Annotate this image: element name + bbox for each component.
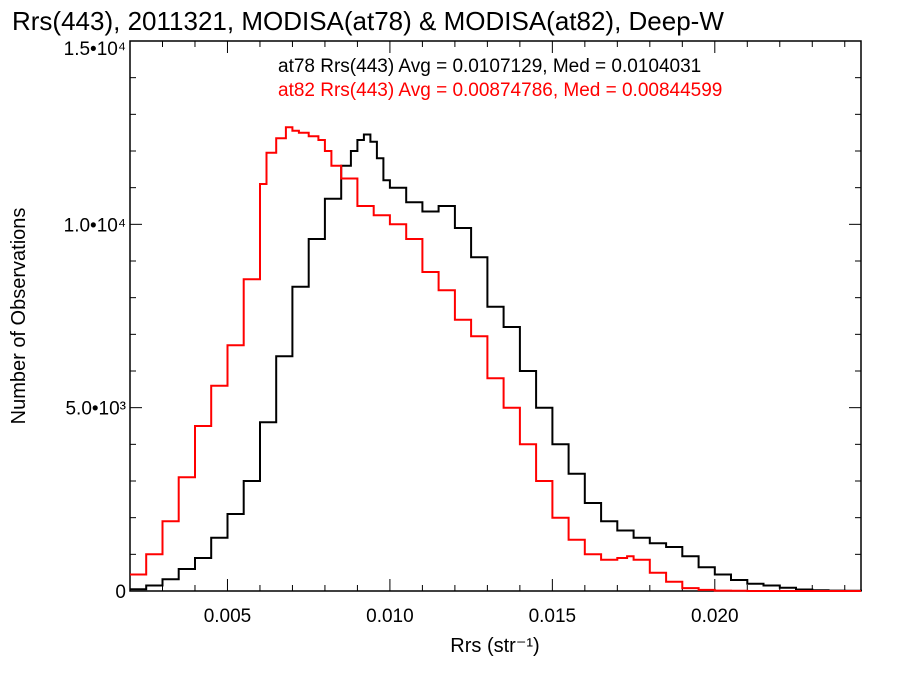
y-tick-label: 0 (115, 582, 126, 603)
x-axis-ticks (129, 41, 846, 591)
legend-entry-at82: at82 Rrs(443) Avg = 0.00874786, Med = 0.… (278, 80, 722, 101)
x-axis-tick-labels: 0.005 0.010 0.015 0.020 (204, 606, 739, 627)
chart-title: Rrs(443), 2011321, MODISA(at78) & MODISA… (12, 6, 724, 36)
series-line-at82 (130, 126, 861, 592)
x-tick-label: 0.020 (691, 606, 739, 627)
y-axis-tick-labels: 0 5.0•10³ 1.0•10⁴ 1.5•10⁴ (64, 39, 126, 603)
legend-entry-at78: at78 Rrs(443) Avg = 0.0107129, Med = 0.0… (278, 56, 701, 77)
y-tick-label: 5.0•10³ (65, 399, 126, 420)
series-lines (130, 126, 862, 592)
x-tick-label: 0.015 (529, 606, 577, 627)
y-axis-ticks (130, 40, 861, 592)
plot-frame (129, 40, 862, 592)
y-tick-label: 1.5•10⁴ (64, 39, 126, 60)
x-axis-label: Rrs (str⁻¹) (450, 635, 539, 657)
y-axis-label: Number of Observations (8, 208, 30, 425)
x-tick-label: 0.005 (204, 606, 252, 627)
y-tick-label: 1.0•10⁴ (64, 215, 126, 236)
series-line-at78 (130, 133, 862, 592)
x-tick-label: 0.010 (366, 606, 414, 627)
